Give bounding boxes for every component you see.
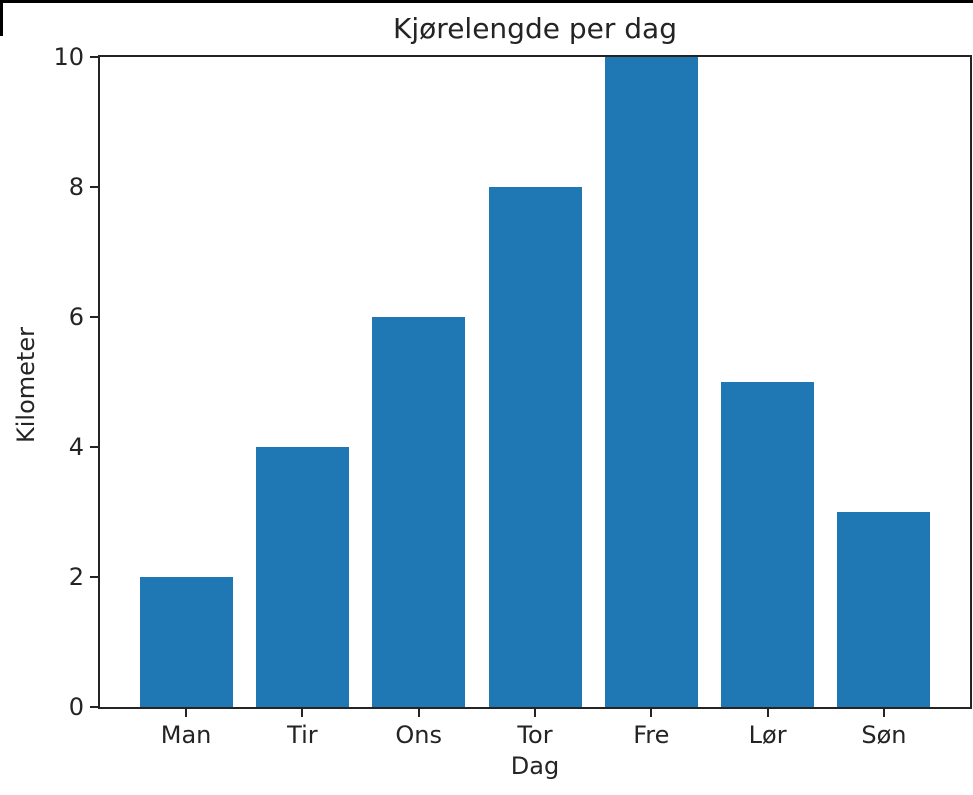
x-tick-label-tor: Tor xyxy=(517,721,553,749)
x-axis-label: Dag xyxy=(510,752,560,780)
x-tick-label-ons: Ons xyxy=(395,721,442,749)
bar-tir xyxy=(255,447,349,707)
y-tick-label: 6 xyxy=(68,303,84,331)
y-tick-mark xyxy=(90,56,98,58)
x-tick-mark xyxy=(882,709,885,717)
y-tick-label: 2 xyxy=(68,563,84,591)
y-tick-label: 10 xyxy=(53,43,84,71)
y-tick-mark xyxy=(90,706,98,708)
x-tick-mark xyxy=(301,709,304,717)
y-tick-label: 8 xyxy=(68,173,84,201)
x-tick-mark xyxy=(766,709,769,717)
bar-ons xyxy=(372,317,466,707)
x-tick-label-man: Man xyxy=(160,721,212,749)
x-tick-mark xyxy=(650,709,653,717)
bar-søn xyxy=(837,512,931,707)
y-tick-mark xyxy=(90,576,98,578)
bar-lør xyxy=(721,382,815,707)
x-tick-label-fre: Fre xyxy=(633,721,670,749)
y-tick-mark xyxy=(90,186,98,188)
x-tick-mark xyxy=(417,709,420,717)
bar-man xyxy=(139,577,233,707)
bar-fre xyxy=(604,57,698,707)
x-tick-label-lør: Lør xyxy=(748,721,787,749)
x-tick-label-tir: Tir xyxy=(287,721,318,749)
x-tick-mark xyxy=(534,709,536,717)
x-tick-label-søn: Søn xyxy=(861,721,907,749)
window-frame-top-edge xyxy=(0,0,973,3)
window-frame-left-edge xyxy=(0,0,3,36)
bar-tor xyxy=(488,187,582,707)
y-tick-label: 4 xyxy=(68,433,84,461)
y-axis-label: Kilometer xyxy=(12,327,40,443)
plot-area xyxy=(98,55,972,709)
chart-title: Kjørelengde per dag xyxy=(393,12,677,45)
y-tick-mark xyxy=(90,446,98,448)
y-tick-mark xyxy=(90,316,98,318)
y-tick-label: 0 xyxy=(68,693,84,721)
x-tick-mark xyxy=(185,709,188,717)
